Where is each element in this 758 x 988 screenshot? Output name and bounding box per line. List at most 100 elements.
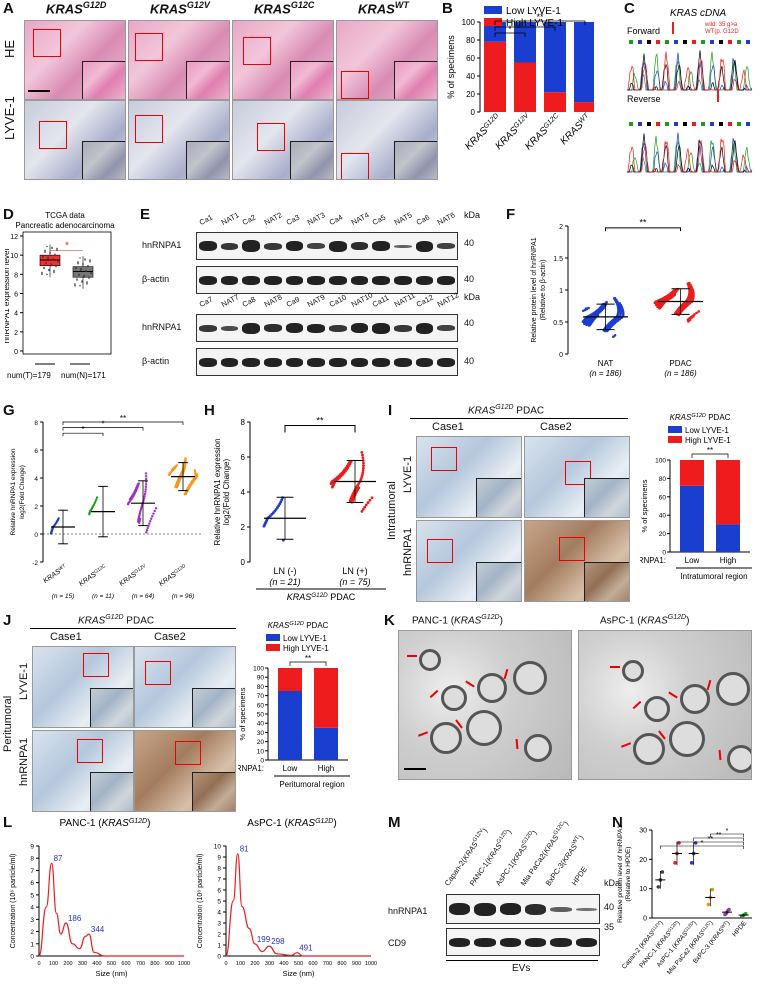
d-point (83, 276, 85, 278)
j-roi-box (145, 661, 171, 685)
n-point (673, 861, 677, 865)
d-point (54, 254, 56, 256)
f-ytick-label: 0.5 (553, 320, 563, 327)
k-arrow (503, 668, 509, 680)
g-point (154, 507, 158, 510)
b-ylabel: % of specimens (446, 35, 456, 99)
e-row2-top: β-actin (142, 274, 170, 284)
d-point (50, 265, 52, 267)
m-hnrnpa1-band (474, 902, 496, 916)
j-xlab-title: hnRNPA1: (238, 764, 264, 773)
e-top-lane-label: NAT1 (219, 210, 241, 227)
g-point (153, 509, 156, 513)
k-arrow (515, 738, 519, 750)
d-point (44, 250, 46, 253)
e-actin-blot-top-band (220, 275, 239, 285)
c-reverse-base-call (701, 122, 705, 126)
j-inset (90, 771, 133, 811)
he-image-3 (336, 20, 438, 100)
e-hnrnpa1-blot-bottom-band (437, 325, 455, 331)
b-legend-low-swatch (484, 6, 502, 14)
e-actin-blot-top-band (242, 275, 260, 285)
l1-peak-label: 87 (54, 854, 63, 863)
j-sig: ** (305, 654, 311, 663)
f-ylabel2: (Relative to β-actin) (540, 260, 547, 321)
chromatogram-c: KRAS cDNA Forward wild: 35 g>aWT(p. G12D Re… (626, 8, 753, 173)
panel-j-letter: J (3, 612, 12, 629)
c-reverse: Reverse (627, 94, 661, 104)
l1-ytick-label: 1 (30, 941, 34, 948)
b-ytick-label: 0 (471, 108, 476, 117)
d-ytick-label: 4 (14, 311, 18, 318)
chart-h: 0 2 4 6 8 Relative hnRNPA1 expression log2(Fol… (213, 416, 386, 602)
b-ytick-label: 80 (466, 36, 475, 45)
k-vesicle (680, 684, 710, 714)
d-point (41, 273, 43, 276)
e-actin-blot-bottom-band (372, 357, 390, 367)
i-bar-low (716, 524, 740, 552)
n-xlabel-group: HPDE (731, 919, 748, 938)
c-reverse-base-call (737, 122, 741, 126)
j-bar-high (278, 668, 302, 691)
he-roi-box (33, 29, 61, 57)
h-point (362, 461, 365, 465)
k-vesicle (466, 710, 502, 746)
g-point (92, 503, 95, 507)
g-point (140, 507, 143, 510)
d-point (89, 260, 91, 262)
g-point (149, 519, 152, 523)
h-point (361, 507, 365, 511)
c-title: KRAS cDNA (670, 8, 726, 19)
lyve-image-3 (336, 100, 438, 180)
c-reverse-base-call (638, 122, 642, 126)
d-point (57, 261, 59, 263)
j-row2: hnRNPA1 (18, 737, 30, 786)
d-point (56, 247, 58, 250)
d-ytick-label: 2 (14, 330, 18, 337)
d-point (88, 276, 90, 278)
k-arrow (417, 731, 429, 737)
g-point (145, 529, 149, 532)
e-actin-blot-bottom-band (394, 357, 412, 367)
e-actin-blot-top-band (350, 275, 369, 285)
e-bottom-lane-label: Ca8 (241, 294, 258, 309)
e-hnrnpa1-blot-bottom-band (415, 322, 434, 334)
l2-ytick-label: 7 (217, 877, 221, 884)
g-bracket (62, 432, 104, 437)
l2-xtick-label: 100 (236, 961, 245, 967)
i-roi-box (565, 461, 591, 485)
g-point (195, 474, 199, 478)
d-title2: Pancreatic adenocarcinoma (15, 221, 115, 230)
lyve-roi-box (341, 153, 369, 179)
g-point (57, 517, 60, 520)
c-reverse-base-call (683, 122, 687, 126)
i-ytick-label: 80 (659, 476, 667, 483)
l2-ytick-label: 9 (217, 855, 221, 862)
l2-peak-label: 491 (299, 944, 313, 953)
m-hnrnpa1-band (449, 903, 471, 915)
c-forward-base-call (638, 40, 642, 44)
lyve-roi-box (135, 115, 163, 143)
k-title2: AsPC-1 (KRASG12D) (600, 614, 690, 627)
d-point (88, 277, 90, 279)
j-image-0 (32, 646, 134, 728)
i-inset (584, 561, 629, 601)
l2-ytick-label: 1 (217, 943, 221, 950)
n-point (689, 861, 694, 865)
e-top-lane-label: Ca5 (371, 212, 388, 227)
n-ylabel: Relative protein level of hnRNPA1 (617, 825, 624, 923)
e-hnrnpa1-blot-bottom-band (394, 324, 412, 332)
e-row1-top: hnRNPA1 (142, 240, 182, 250)
g-xlabel: KRASG12C (77, 562, 108, 587)
g-point (195, 473, 199, 476)
b-sig-3: ** (536, 12, 544, 22)
he-image-0 (24, 20, 126, 100)
g-point (138, 517, 142, 521)
c-reverse-base-call (692, 122, 696, 126)
f-point (618, 317, 622, 321)
k-vesicle (669, 721, 705, 757)
e-actin-blot-bottom-band (199, 357, 217, 367)
l1-ytick-label: 0 (30, 954, 34, 961)
m-lane-label: Capan-2(KRASG12V) (442, 826, 490, 888)
